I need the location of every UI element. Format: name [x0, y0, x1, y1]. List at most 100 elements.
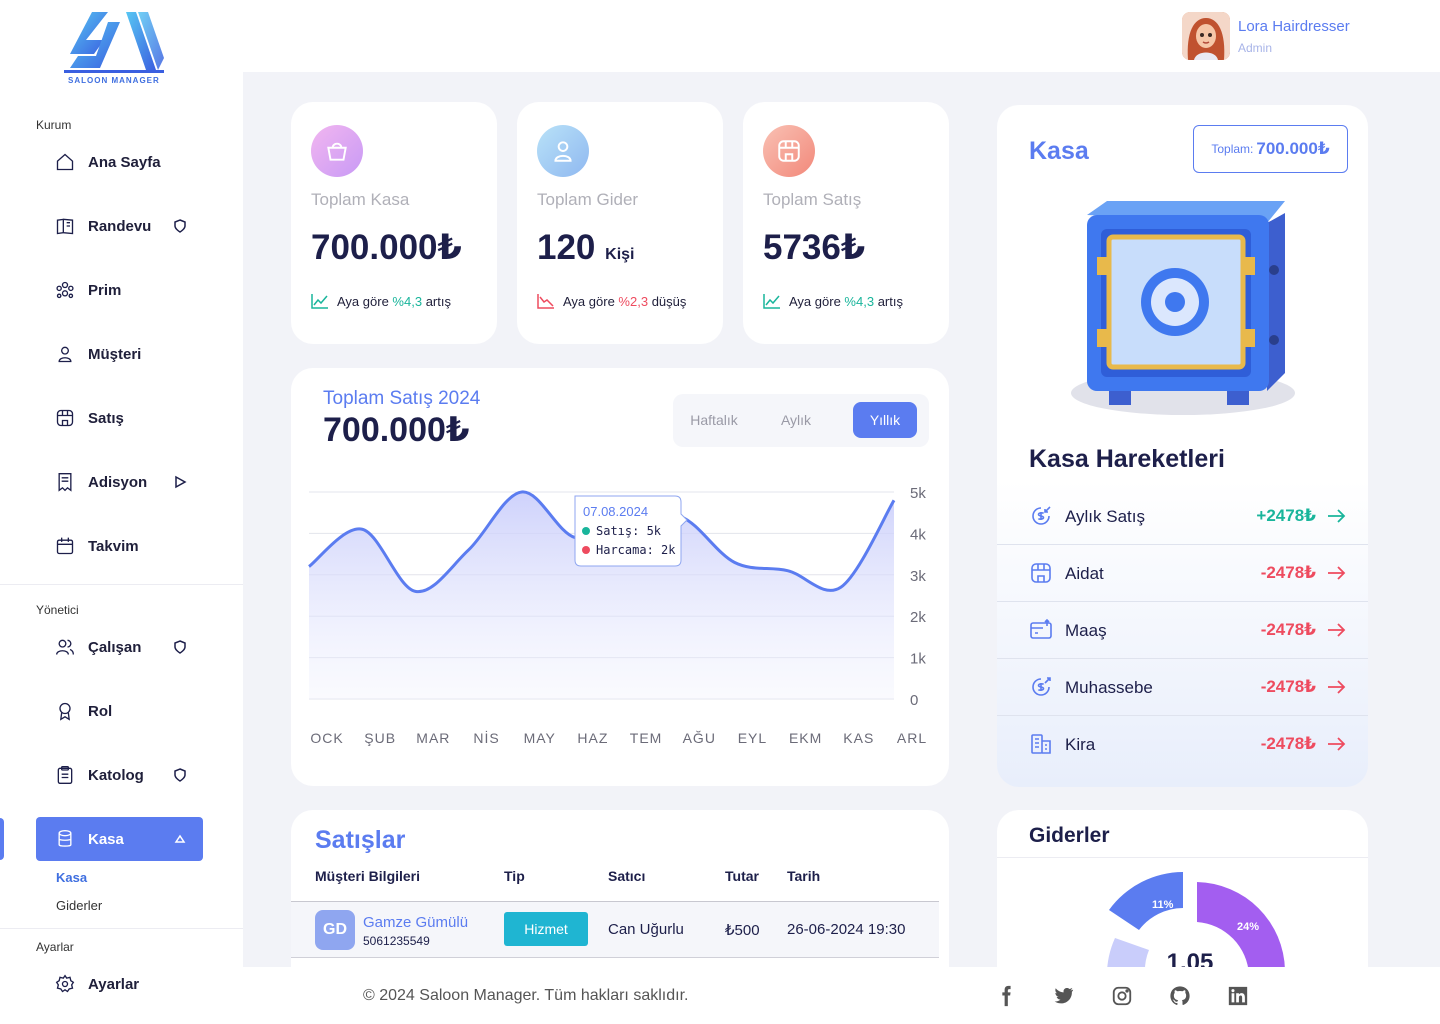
- stat-trend: Aya göre %2,3 düşüş: [537, 293, 686, 309]
- nav-item-musteri[interactable]: Müşteri: [36, 332, 203, 376]
- movement-row-kira[interactable]: Kira -2478₺: [997, 716, 1368, 773]
- movement-row-muhassebe[interactable]: Muhassebe -2478₺: [997, 659, 1368, 716]
- play-icon: [175, 475, 187, 489]
- chart-title: Toplam Satış 2024: [323, 388, 481, 409]
- arrow-right-icon: [1328, 737, 1346, 751]
- table-row[interactable]: [291, 902, 939, 958]
- nav-item-adisyon[interactable]: Adisyon: [36, 460, 203, 504]
- nav-item-calisan[interactable]: Çalışan: [36, 625, 203, 669]
- linkedin-icon[interactable]: [1227, 985, 1249, 1007]
- nav-item-ayarlar[interactable]: Ayarlar: [36, 962, 203, 1006]
- movement-row-aidat[interactable]: Aidat -2478₺: [997, 545, 1368, 602]
- donut-segment-24: [1197, 882, 1285, 975]
- github-icon[interactable]: [1169, 985, 1191, 1007]
- section-label-kurum: Kurum: [36, 118, 72, 132]
- donut-label: 11%: [1152, 899, 1174, 911]
- shield-icon: [174, 768, 186, 782]
- calendar-icon: [54, 535, 76, 557]
- nav-label: Ayarlar: [88, 975, 140, 993]
- x-tick-label: ARL: [897, 730, 927, 746]
- x-tick-label: TEM: [630, 730, 663, 746]
- card-transfer-icon: [1030, 618, 1052, 639]
- chart-total: 700.000₺: [323, 411, 470, 449]
- section-label-yonetici: Yönetici: [36, 603, 79, 617]
- nav-item-kasa[interactable]: Kasa: [36, 817, 203, 861]
- donut-label: 24%: [1237, 921, 1259, 933]
- kasa-card: Kasa Toplam: 700.000₺ Kasa Hareketleri: [997, 105, 1368, 787]
- kasa-title: Kasa: [1029, 137, 1089, 165]
- nav-item-takvim[interactable]: Takvim: [36, 524, 203, 568]
- nav-label: Takvim: [88, 537, 139, 555]
- gear-icon: [54, 973, 76, 995]
- stat-value: 700.000₺: [311, 228, 462, 267]
- chevron-up-icon: [174, 834, 186, 843]
- instagram-icon[interactable]: [1111, 985, 1133, 1007]
- nav-item-randevu[interactable]: Randevu: [36, 204, 203, 248]
- nav-item-satis[interactable]: Satış: [36, 396, 203, 440]
- store-icon: [54, 407, 76, 429]
- store-icon: [1031, 563, 1051, 583]
- y-tick-label: 0: [910, 692, 918, 709]
- book-icon: [54, 215, 76, 237]
- nav-item-prim[interactable]: Prim: [36, 268, 203, 312]
- nav-item-ana-sayfa[interactable]: Ana Sayfa: [36, 140, 203, 184]
- users-group-icon: [54, 279, 76, 301]
- customer-name[interactable]: Gamze Gümülü: [363, 914, 469, 931]
- movement-value: -2478₺: [1260, 620, 1316, 639]
- expenses-divider: [997, 857, 1368, 858]
- building-icon: [1031, 734, 1051, 754]
- active-indicator: [0, 818, 4, 860]
- home-icon: [54, 151, 76, 173]
- x-tick-label: EKM: [789, 730, 822, 746]
- sales-table-title: Satışlar: [315, 826, 406, 854]
- twitter-icon[interactable]: [1053, 985, 1075, 1007]
- facebook-icon[interactable]: [995, 985, 1017, 1007]
- profile-name: Lora Hairdresser: [1238, 18, 1350, 35]
- stat-card-toplam-kasa: Toplam Kasa 700.000₺ Aya göre %4,3 artış: [291, 102, 497, 344]
- expense-dot-icon: [582, 546, 590, 554]
- donut-segment-11: [1109, 872, 1183, 930]
- avatar: [1182, 12, 1230, 60]
- column-header: Tutar: [725, 868, 759, 884]
- nav-item-rol[interactable]: Rol: [36, 689, 203, 733]
- dollar-circle-icon: [1032, 506, 1051, 525]
- nav-label: Satış: [88, 409, 124, 427]
- x-tick-label: KAS: [843, 730, 874, 746]
- y-tick-label: 3k: [910, 568, 926, 585]
- shield-icon: [174, 640, 186, 654]
- movement-value: +2478₺: [1256, 506, 1316, 525]
- movement-row-aylik-satis[interactable]: Aylık Satış +2478₺: [997, 488, 1368, 545]
- nav-label: Kasa: [88, 830, 124, 848]
- seller-cell: Can Uğurlu: [608, 921, 684, 938]
- x-tick-label: HAZ: [577, 730, 608, 746]
- logo-text: SALOON MANAGER: [68, 76, 160, 85]
- stat-title: Toplam Kasa: [311, 190, 410, 209]
- x-tick-label: OCK: [310, 730, 343, 746]
- column-header: Tarih: [787, 868, 821, 884]
- movement-row-maas[interactable]: Maaş -2478₺: [997, 602, 1368, 659]
- x-tick-label: EYL: [738, 730, 767, 746]
- customer-avatar: GD: [315, 910, 355, 950]
- y-tick-label: 4k: [910, 526, 926, 543]
- nav-label: Çalışan: [88, 638, 142, 656]
- store-icon: [763, 125, 815, 177]
- saloon-manager-logo[interactable]: [64, 10, 164, 90]
- sidebar: SALOON MANAGER Kurum Ana Sayfa Randevu P…: [0, 0, 243, 1024]
- tab-aylik[interactable]: Aylık: [780, 412, 812, 428]
- chart-area: [309, 491, 894, 699]
- sub-item-kasa[interactable]: Kasa: [56, 870, 88, 885]
- tab-yillik[interactable]: Yıllık: [853, 402, 917, 438]
- shield-icon: [174, 219, 186, 233]
- expenses-title: Giderler: [1029, 824, 1110, 847]
- nav-item-katolog[interactable]: Katolog: [36, 753, 203, 797]
- clipboard-icon: [54, 764, 76, 786]
- sales-dot-icon: [582, 527, 590, 535]
- sub-item-giderler[interactable]: Giderler: [56, 898, 103, 913]
- y-tick-label: 2k: [910, 609, 926, 626]
- x-tick-label: MAY: [524, 730, 556, 746]
- sidebar-divider: [0, 928, 243, 929]
- user-profile[interactable]: Lora Hairdresser Admin: [1182, 12, 1350, 60]
- nav-label: Katolog: [88, 766, 144, 784]
- x-tick-label: AĞU: [683, 730, 716, 746]
- tab-haftalik[interactable]: Haftalık: [690, 412, 738, 428]
